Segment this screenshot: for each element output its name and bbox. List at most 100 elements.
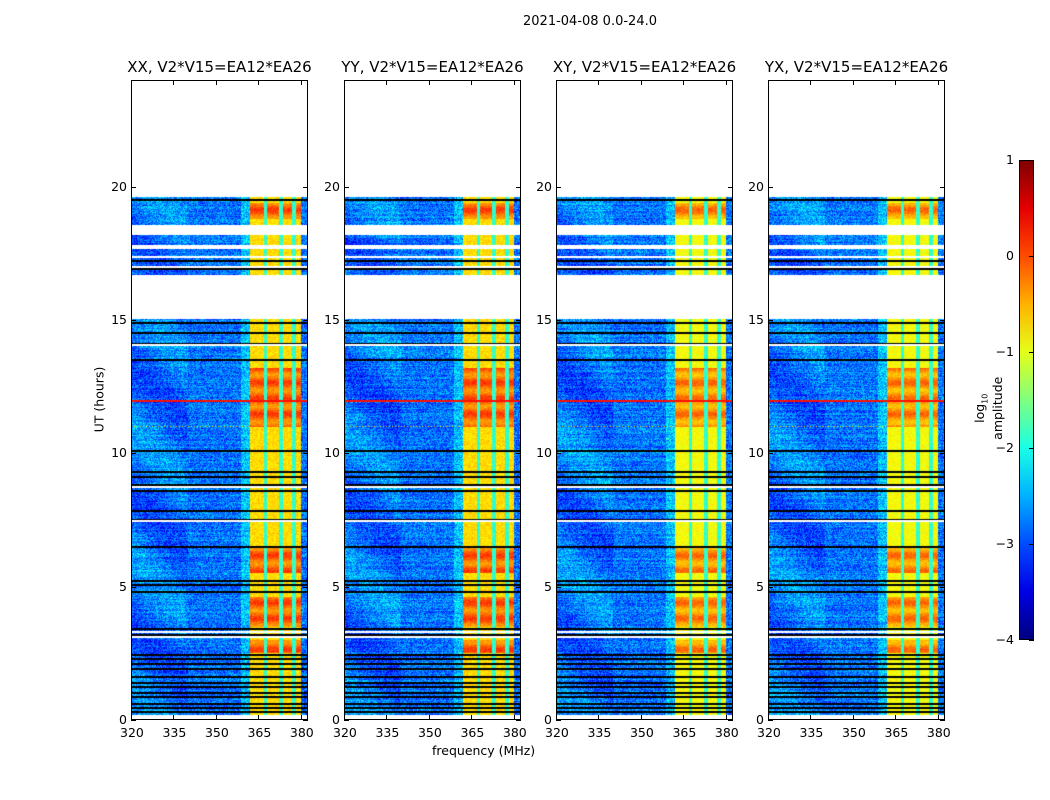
x-tick-mark [428,715,430,720]
x-tick-label: 320 [120,725,144,740]
y-tick-label: 20 [324,178,340,194]
y-tick-mark [131,586,136,588]
colorbar-tick-label: −2 [995,440,1014,455]
x-tick-mark [258,715,260,720]
x-tick-mark [683,80,685,85]
y-tick-label: 10 [324,445,340,461]
panel-title: YX, V2*V15=EA12*EA26 [764,58,949,76]
colorbar-tick-mark [1029,448,1034,449]
y-tick-mark [728,453,733,455]
x-tick-label: 350 [204,725,229,740]
axes-frame [556,80,733,720]
x-tick-label: 320 [333,725,357,740]
y-tick-mark [131,320,136,321]
y-tick-label: 0 [332,712,340,727]
x-axis-label: frequency (MHz) [432,743,536,758]
x-tick-mark [598,715,600,720]
panel-title: XY, V2*V15=EA12*EA26 [552,58,737,76]
x-tick-mark [810,715,812,720]
x-tick-mark [471,80,473,85]
y-tick-mark [516,186,521,188]
y-tick-label: 5 [756,578,764,594]
y-tick-label: 0 [756,712,764,727]
x-tick-label: 335 [162,725,187,740]
x-tick-mark [173,715,175,720]
x-tick-label: 380 [289,725,314,740]
y-tick-mark [303,186,308,188]
colorbar-tick-label: −3 [995,536,1014,551]
x-tick-mark [173,80,175,85]
x-tick-label: 335 [587,725,612,740]
x-tick-label: 350 [417,725,442,740]
x-tick-mark [852,80,854,85]
y-tick-label: 15 [111,312,127,327]
y-tick-mark [940,586,945,588]
axes-frame [131,80,308,720]
y-tick-label: 5 [119,578,127,594]
x-tick-mark [131,80,132,85]
y-tick-label: 0 [544,712,552,727]
x-tick-mark [513,80,515,85]
y-tick-mark [556,720,561,721]
y-tick-mark [940,720,945,721]
y-tick-mark [516,586,521,588]
x-tick-mark [598,80,600,85]
colorbar-tick-mark [1029,256,1034,257]
x-tick-mark [215,715,217,720]
colorbar-tick-mark [1029,544,1034,545]
y-tick-label: 5 [332,578,340,594]
y-tick-mark [303,320,308,321]
x-tick-mark [428,80,430,85]
x-tick-label: 380 [926,725,951,740]
y-tick-label: 15 [748,312,764,327]
y-tick-label: 10 [111,445,127,461]
y-tick-mark [303,586,308,588]
x-tick-mark [725,80,727,85]
x-tick-label: 365 [247,725,272,740]
x-tick-label: 365 [884,725,909,740]
colorbar-label: log10 amplitude [971,376,1005,440]
x-tick-mark [344,715,345,720]
y-tick-mark [131,453,136,455]
spectrogram-panel-1: XX, V2*V15=EA12*EA26 320 335 350 365 380 0 5 10 1… [111,58,314,740]
x-tick-mark [556,715,557,720]
x-tick-mark [215,80,217,85]
y-tick-mark [768,320,773,321]
heatmap-image [344,80,521,720]
x-tick-mark [513,715,515,720]
heatmap-image [131,80,308,720]
x-tick-mark [937,715,939,720]
y-tick-mark [768,586,773,588]
y-tick-label: 5 [544,578,552,594]
y-tick-label: 20 [536,178,552,194]
y-tick-mark [728,186,733,188]
x-tick-label: 320 [757,725,781,740]
y-tick-mark [728,320,733,321]
x-tick-mark [768,715,769,720]
colorbar-tick-mark [1029,640,1034,641]
y-tick-mark [344,586,349,588]
x-tick-mark [895,80,897,85]
y-tick-label: 15 [324,312,340,327]
y-tick-label: 15 [536,312,552,327]
x-tick-label: 350 [841,725,866,740]
y-axis-label: UT (hours) [91,366,107,433]
y-tick-mark [728,720,733,721]
y-tick-mark [303,453,308,455]
y-tick-mark [556,320,561,321]
y-tick-mark [131,186,136,188]
x-tick-mark [895,715,897,720]
heatmap-image [768,80,945,720]
x-tick-mark [471,715,473,720]
heatmap-image [556,80,733,720]
y-tick-mark [516,720,521,721]
x-tick-label: 380 [502,725,527,740]
figure-title: 2021-04-08 0.0-24.0 [523,14,657,29]
y-tick-mark [768,453,773,455]
y-tick-mark [344,453,349,455]
colorbar-tick-label: 0 [1006,248,1014,263]
x-tick-mark [300,80,302,85]
x-tick-mark [556,80,557,85]
x-tick-mark [852,715,854,720]
spectrogram-panel-2: YY, V2*V15=EA12*EA26 320 335 350 365 380 0 5 10 1… [324,58,527,740]
